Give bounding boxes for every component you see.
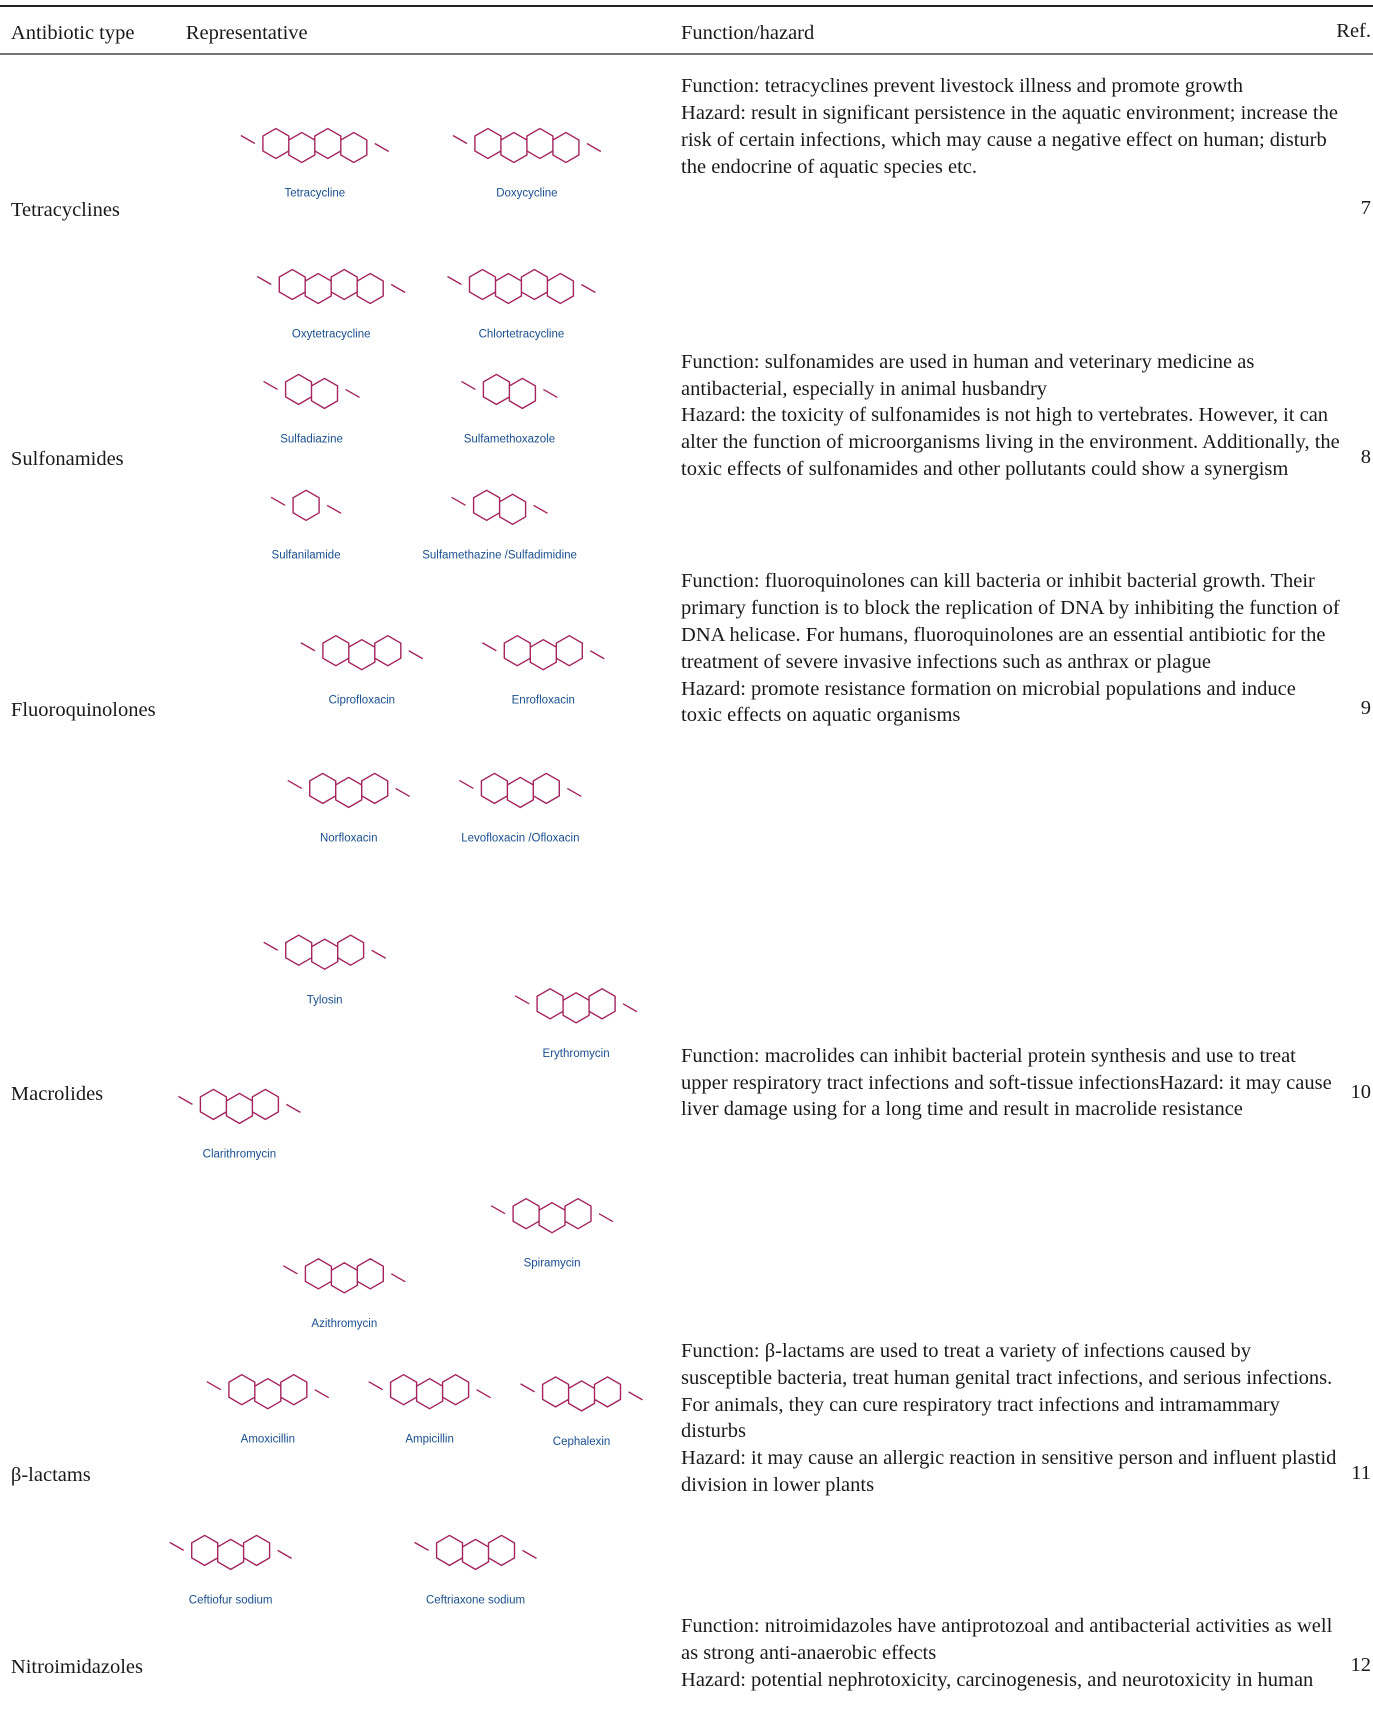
structure [263,373,360,410]
compound-name: Sulfamethoxazole [464,433,555,445]
function-hazard: Function: nitroimidazoles have antiproto… [681,1613,1341,1693]
compound-name: Ciprofloxacin [329,695,395,707]
structure [452,127,602,164]
compound-name: Spiramycin [524,1258,581,1270]
structure [206,1373,330,1410]
antibiotic-type: Tetracyclines [10,199,120,222]
compound-name: Sulfamethazine /Sulfadimidine [422,549,577,561]
structure [414,1534,537,1571]
compound-name: Oxytetracycline [292,329,371,341]
structure [447,268,596,305]
structure [451,489,548,526]
antibiotic-type: Fluoroquinolones [10,699,156,722]
compound-name: Ampicillin [405,1434,454,1446]
paragraph: Hazard: promote resistance formation on … [681,677,1296,727]
compound-name: Tylosin [307,994,343,1006]
reference: 12 [1350,1653,1372,1676]
function-hazard: Function: fluoroquinolones can kill bact… [681,568,1341,729]
antibiotic-type: Macrolides [10,1082,104,1105]
structure [459,772,582,809]
function-hazard: Function: macrolides can inhibit bacteri… [681,1043,1341,1123]
compound-name: Levofloxacin /Ofloxacin [461,832,579,844]
function-hazard: Function: β-lactams are used to treat a … [681,1338,1341,1499]
structure [283,1257,406,1294]
column-header: Antibiotic type [10,22,135,45]
compound-name: Ceftiofur sodium [189,1594,273,1606]
antibiotic-type: Nitroimidazoles [10,1655,144,1678]
structure [461,373,558,410]
structure [514,987,638,1024]
paragraph: Function: fluoroquinolones can kill bact… [681,570,1340,673]
paragraph: Hazard: it may cause an allergic reactio… [681,1447,1337,1496]
paragraph: Function: nitroimidazoles have antiproto… [681,1615,1333,1665]
compound-name: Sulfanilamide [272,549,341,561]
paragraph: Function: β-lactams are used to treat a … [681,1340,1333,1443]
reference: 11 [1351,1462,1371,1485]
compound-name: Sulfadiazine [280,433,343,445]
structure [256,268,406,305]
function-hazard: Function: tetracyclines prevent livestoc… [681,73,1341,180]
compound-name: Doxycycline [496,188,557,200]
paragraph: Function: tetracyclines prevent livestoc… [681,75,1243,98]
paragraph: Hazard: the toxicity of sulfonamides is … [681,404,1340,480]
column-header: Ref. [1336,20,1371,43]
compound-name: Amoxicillin [241,1434,295,1446]
reference: 8 [1360,445,1371,468]
structure [178,1088,301,1125]
column-header: Representative [185,22,308,45]
antibiotic-type: β-lactams [10,1464,91,1487]
compound-name: Norfloxacin [320,832,378,844]
column-header: Function/hazard [681,22,815,45]
structure [263,934,386,971]
structure [270,489,342,522]
paragraph: Hazard: potential nephrotoxicity, carcin… [681,1669,1314,1692]
compound-name: Ceftriaxone sodium [426,1594,525,1606]
reference: 9 [1360,697,1371,720]
structure [520,1376,643,1412]
compound-name: Erythromycin [543,1048,610,1060]
structure [287,772,411,809]
structure [368,1373,491,1410]
antibiotic-type: Sulfonamides [10,447,124,470]
paragraph: Function: sulfonamides are used in human… [681,350,1255,400]
compound-name: Chlortetracycline [479,329,565,341]
paragraph: Hazard: result in significant persistenc… [681,102,1338,178]
compound-name: Tetracycline [284,188,345,200]
structure [490,1197,614,1234]
compound-name: Enrofloxacin [512,695,575,707]
structure [481,634,605,671]
compound-name: Cephalexin [553,1436,611,1448]
compound-name: Clarithromycin [203,1148,277,1160]
reference: 7 [1360,197,1371,220]
paragraph: Function: macrolides can inhibit bacteri… [681,1044,1332,1121]
structure [240,127,390,164]
reference: 10 [1350,1080,1372,1103]
compound-name: Azithromycin [311,1318,377,1330]
structure [300,634,424,671]
structure [169,1534,292,1571]
function-hazard: Function: sulfonamides are used in human… [681,349,1341,483]
